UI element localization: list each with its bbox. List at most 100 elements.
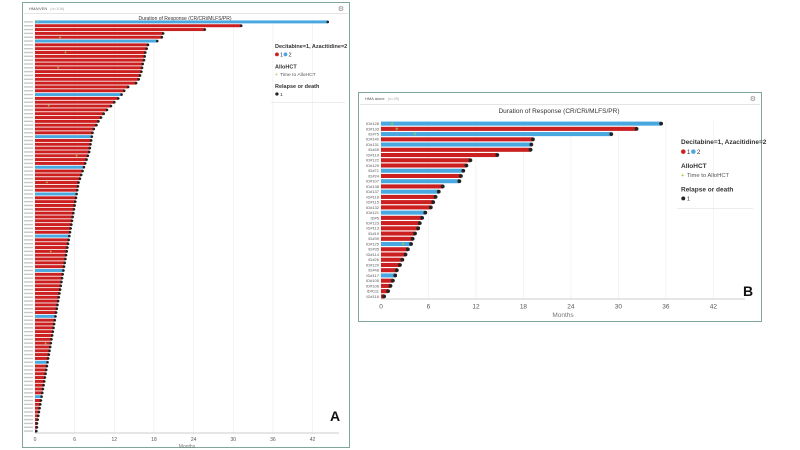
response-bar (35, 150, 90, 154)
bar-id-label (24, 269, 33, 272)
bar-id-label (24, 392, 33, 394)
response-bar (381, 215, 423, 220)
bar-id-label (24, 411, 33, 413)
allohct-marker: + (413, 132, 417, 138)
bar-id-label: ID#129 (366, 163, 380, 168)
bar-id-label (24, 86, 33, 88)
bar-id-label (24, 369, 33, 371)
event-marker (73, 204, 76, 207)
response-bar (35, 20, 328, 24)
response-bar (35, 376, 45, 380)
event-marker (41, 387, 45, 391)
bar-id-label: ID#75 (368, 131, 379, 136)
bar-id-label (24, 32, 33, 35)
bar-id-label (24, 407, 33, 409)
response-bar (35, 31, 164, 35)
event-marker (102, 112, 106, 115)
event-marker (495, 153, 500, 157)
bar-id-label (24, 361, 33, 363)
chart-title: Duration of Response (CR/CRi/MLFS/PR) (138, 16, 231, 22)
event-marker (54, 311, 58, 314)
event-marker (45, 364, 49, 368)
event-marker (83, 162, 87, 165)
bar-id-label: ID#118 (366, 194, 379, 199)
event-marker (528, 147, 533, 152)
panel-a: HMA/VEN (n=108) ⚙ Duration of Response (C… (22, 2, 350, 450)
response-bar (381, 142, 532, 147)
response-bar (35, 268, 64, 272)
panel-b-header-sub: (n=35) (387, 96, 400, 101)
event-marker (46, 360, 49, 364)
event-marker (393, 273, 398, 278)
gear-icon[interactable]: ⚙ (749, 96, 756, 103)
response-bar (35, 54, 145, 58)
response-bar (35, 230, 71, 234)
legend-allo-swatch: + (681, 173, 685, 179)
event-marker (86, 154, 90, 158)
bar-id-label (24, 204, 33, 207)
bar-id-label (24, 235, 33, 237)
event-marker (529, 142, 534, 147)
event-marker (113, 100, 116, 104)
response-bar (35, 93, 122, 97)
bar-id-label (24, 70, 33, 73)
event-marker (140, 70, 143, 73)
response-bar (35, 272, 63, 276)
event-marker (47, 353, 51, 356)
panel-a-header-label: HMA/VEN (29, 6, 48, 11)
event-marker (48, 345, 52, 349)
bar-id-label: ID#121 (366, 210, 380, 215)
event-marker (141, 62, 145, 66)
event-marker (37, 410, 41, 414)
response-bar (381, 283, 391, 288)
event-marker (457, 179, 462, 184)
event-marker (461, 168, 466, 173)
event-marker (394, 268, 399, 273)
bar-id-label (24, 380, 33, 383)
event-marker (85, 158, 88, 161)
response-bar (381, 126, 637, 131)
response-bar (35, 307, 57, 311)
response-bar (35, 207, 74, 211)
legend-event-title: Relapse or death (681, 186, 733, 193)
event-marker (35, 422, 39, 425)
allohct-marker: + (48, 104, 51, 109)
x-tick-label: 42 (710, 304, 718, 311)
x-tick-label: 6 (73, 437, 76, 443)
allohct-marker: + (46, 180, 49, 185)
event-marker (382, 294, 387, 299)
event-marker (71, 215, 74, 219)
bar-id-label: ID#132 (366, 205, 380, 210)
gear-icon[interactable]: ⚙ (337, 6, 344, 13)
panel-a-header: HMA/VEN (n=108) (29, 6, 64, 11)
response-bar (35, 51, 146, 54)
event-marker (52, 326, 55, 330)
panel-b: HMA alone (n=35) ⚙ Duration of Response (… (358, 92, 767, 322)
response-bar (381, 231, 416, 236)
event-marker (140, 66, 144, 70)
response-bar (35, 414, 39, 418)
event-marker (46, 357, 50, 360)
bar-id-label (24, 197, 33, 199)
response-bar (35, 330, 53, 334)
x-tick-label: 6 (427, 304, 431, 311)
event-marker (398, 263, 402, 267)
response-bar (35, 406, 40, 410)
event-marker (72, 207, 76, 211)
bar-id-label (24, 311, 33, 314)
response-bar (35, 127, 94, 131)
bar-id-label (24, 212, 33, 214)
event-marker (161, 32, 165, 35)
bar-id-label (24, 143, 33, 145)
response-bar (381, 252, 406, 257)
response-bar (35, 402, 41, 406)
bar-id-label (24, 105, 33, 107)
bar-id-label (24, 265, 33, 268)
bar-id-label (24, 93, 33, 96)
response-bar (35, 261, 65, 265)
event-marker (63, 261, 67, 265)
event-marker (36, 418, 39, 421)
event-marker (58, 288, 62, 291)
event-marker (44, 372, 47, 376)
bar-id-label (24, 365, 33, 367)
